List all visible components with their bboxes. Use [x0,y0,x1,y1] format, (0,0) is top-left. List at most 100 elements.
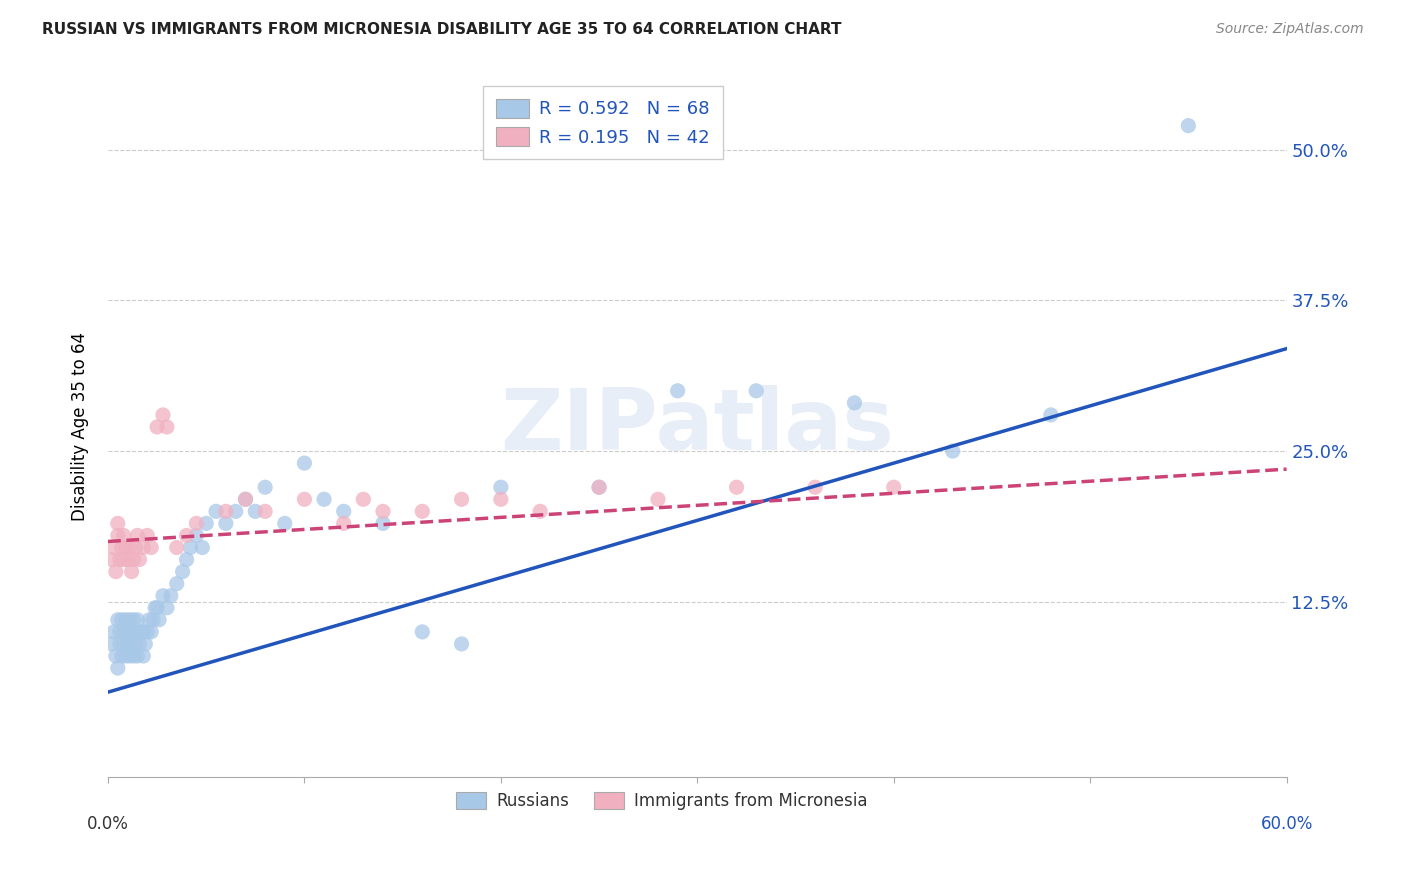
Point [411,504,433,518]
Text: 60.0%: 60.0% [1260,815,1313,833]
Point [152,408,174,422]
Point [142,613,165,627]
Point [136,528,159,542]
Point [108,637,131,651]
Point [118,648,141,663]
Point [104,565,127,579]
Point [118,613,141,627]
Point [166,576,188,591]
Point [128,637,150,651]
Point [127,613,149,627]
Point [112,637,135,651]
Point [186,516,208,531]
Point [294,492,316,507]
Legend: Russians, Immigrants from Micronesia: Russians, Immigrants from Micronesia [450,786,875,817]
Point [166,541,188,555]
Point [205,504,228,518]
Point [588,480,610,494]
Point [371,504,394,518]
Point [124,541,146,555]
Point [101,552,124,566]
Point [176,528,198,542]
Point [121,565,143,579]
Point [122,648,145,663]
Point [103,624,125,639]
Point [108,552,131,566]
Point [121,637,143,651]
Point [143,600,166,615]
Point [352,492,374,507]
Point [725,480,748,494]
Point [107,516,129,531]
Point [160,589,183,603]
Point [107,661,129,675]
Point [215,504,238,518]
Text: RUSSIAN VS IMMIGRANTS FROM MICRONESIA DISABILITY AGE 35 TO 64 CORRELATION CHART: RUSSIAN VS IMMIGRANTS FROM MICRONESIA DI… [42,22,842,37]
Point [179,541,201,555]
Point [122,613,145,627]
Point [942,444,965,458]
Point [1177,119,1199,133]
Point [132,648,155,663]
Point [107,528,129,542]
Point [191,541,214,555]
Point [104,648,127,663]
Point [121,624,143,639]
Point [108,624,131,639]
Point [1039,408,1062,422]
Point [844,396,866,410]
Point [294,456,316,470]
Point [152,589,174,603]
Point [489,480,512,494]
Point [371,516,394,531]
Point [215,516,238,531]
Point [134,637,156,651]
Point [112,528,135,542]
Point [332,516,354,531]
Point [176,552,198,566]
Point [141,624,163,639]
Point [172,565,194,579]
Point [146,600,169,615]
Point [111,541,134,555]
Point [186,528,208,542]
Y-axis label: Disability Age 35 to 64: Disability Age 35 to 64 [72,333,89,522]
Point [225,504,247,518]
Point [745,384,768,398]
Point [489,492,512,507]
Point [588,480,610,494]
Point [450,637,472,651]
Point [254,480,277,494]
Point [450,492,472,507]
Point [136,624,159,639]
Point [132,624,155,639]
Point [114,613,136,627]
Point [146,420,169,434]
Point [124,637,146,651]
Text: ZIPatlas: ZIPatlas [501,385,894,468]
Point [101,637,124,651]
Point [312,492,335,507]
Point [114,541,136,555]
Point [111,648,134,663]
Point [666,384,689,398]
Point [235,492,257,507]
Point [111,613,134,627]
Point [103,541,125,555]
Point [411,624,433,639]
Point [117,637,139,651]
Point [127,528,149,542]
Point [127,648,149,663]
Point [332,504,354,518]
Point [117,624,139,639]
Point [132,541,155,555]
Point [274,516,297,531]
Point [112,624,135,639]
Point [245,504,267,518]
Text: 0.0%: 0.0% [87,815,129,833]
Point [529,504,551,518]
Point [118,541,141,555]
Point [141,541,163,555]
Point [883,480,905,494]
Point [117,552,139,566]
